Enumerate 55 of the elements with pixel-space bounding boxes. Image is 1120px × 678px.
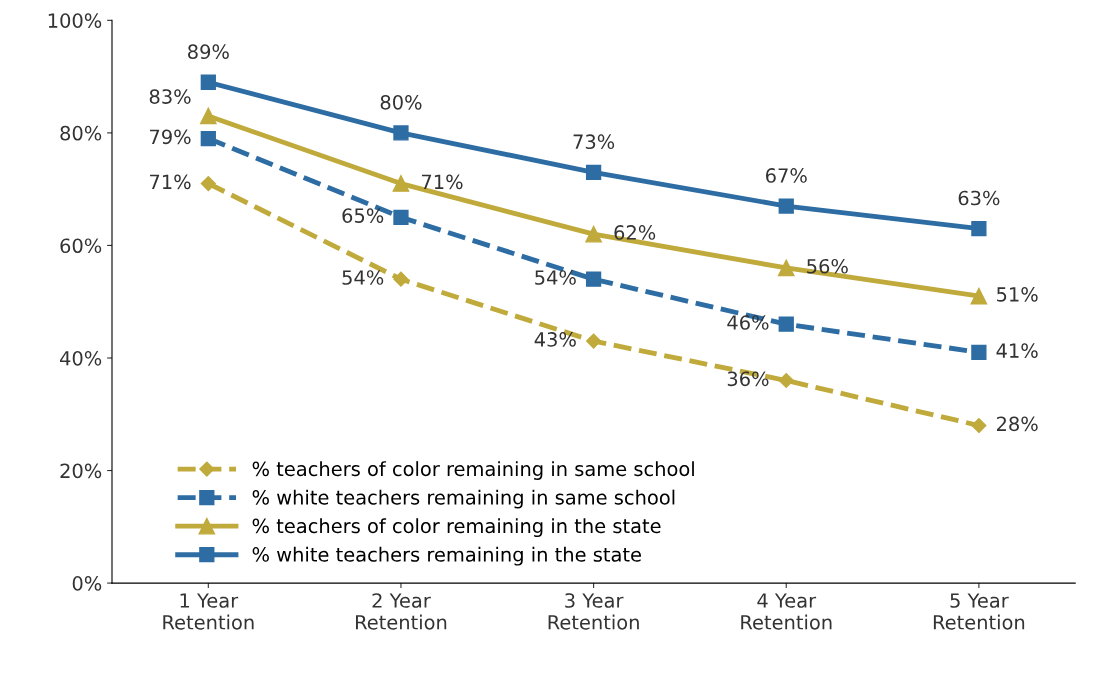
point: [585, 225, 602, 243]
y-tick-label: 0%: [72, 576, 102, 591]
point: [393, 209, 409, 225]
point: [777, 259, 795, 277]
point: [393, 125, 409, 141]
data-label: 89%: [188, 44, 229, 60]
x-tick-label: 5 Year Retention: [933, 593, 1025, 630]
y-tick-label: 40%: [60, 350, 102, 366]
point: [585, 271, 602, 287]
y-tick-label: 100%: [48, 13, 102, 28]
data-label: 71%: [150, 174, 191, 190]
point: [586, 333, 602, 349]
legend-label: % teachers of color remaining in the state: [252, 518, 661, 538]
x-tick-label: 3 Year Retention: [548, 593, 639, 630]
legend-label: % white teachers remaining in the state: [252, 546, 641, 566]
y-tick-label: 60%: [60, 238, 102, 254]
point: [199, 107, 217, 125]
point: [778, 372, 794, 389]
point: [971, 417, 987, 434]
point: [970, 287, 988, 305]
data-label: 54%: [342, 270, 384, 285]
data-label: 43%: [534, 332, 576, 347]
x-tick-label: 1 Year Retention: [163, 593, 254, 630]
point: [778, 198, 794, 214]
point: [392, 175, 410, 192]
data-label: 67%: [765, 168, 807, 183]
point: [200, 130, 216, 147]
data-label: 36%: [727, 371, 769, 387]
point: [971, 220, 987, 237]
data-label: 63%: [958, 190, 1000, 206]
data-label: 80%: [380, 94, 422, 110]
data-label: 79%: [150, 129, 191, 145]
point: [200, 74, 216, 90]
point: [971, 344, 987, 360]
data-label: 54%: [535, 270, 576, 285]
legend-label: % teachers of color remaining in same school: [252, 461, 694, 480]
point: [393, 271, 409, 287]
data-label: 62%: [614, 225, 656, 240]
x-tick-label: 4 Year Retention: [741, 593, 832, 630]
point: [585, 164, 602, 180]
x-tick-label: 2 Year Retention: [355, 593, 447, 630]
data-label: 51%: [997, 287, 1038, 302]
data-label: 46%: [727, 315, 769, 330]
point: [200, 175, 216, 192]
data-label: 28%: [996, 416, 1038, 432]
data-label: 41%: [996, 343, 1038, 358]
data-label: 65%: [342, 208, 384, 223]
data-label: 73%: [573, 134, 615, 150]
data-label: 83%: [149, 89, 191, 104]
data-label: 71%: [422, 174, 463, 190]
legend-label: % white teachers remaining in same school: [252, 489, 675, 509]
y-tick-label: 80%: [60, 125, 102, 141]
point: [778, 316, 794, 332]
data-label: 56%: [807, 258, 848, 274]
y-tick-label: 20%: [60, 463, 102, 479]
